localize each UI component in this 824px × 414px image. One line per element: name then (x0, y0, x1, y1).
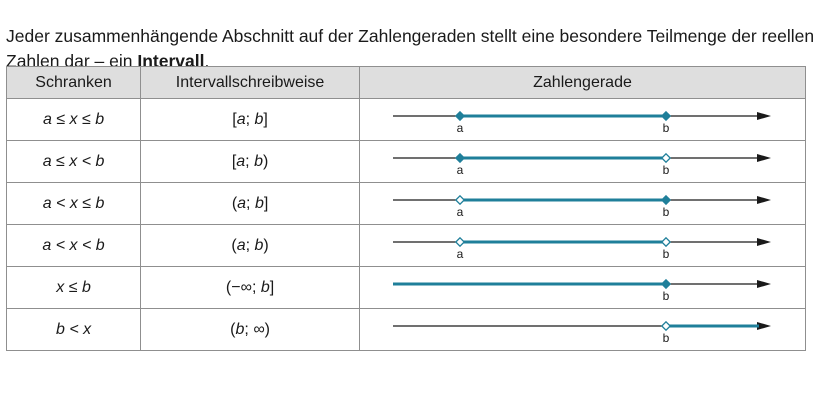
arrow-head-icon (756, 195, 771, 204)
table-row: b < x (b; ∞) b (5, 308, 806, 351)
bounds-cell: a < x < b (5, 224, 142, 267)
header-number-line: Zahlengerade (359, 66, 806, 99)
notation-left-value: b (235, 320, 245, 338)
endpoint-a-marker (454, 236, 465, 247)
notation-left-value: a (236, 236, 246, 254)
table-header-row: Schranken Intervallschreibweise Zahlenge… (5, 66, 806, 99)
notation-right-value: b (254, 236, 264, 254)
endpoint-b-label: b (662, 205, 669, 219)
number-line: b (392, 278, 771, 303)
notation-separator: ; (245, 236, 255, 254)
endpoint-b-marker (660, 278, 671, 289)
notation-open-bracket: ( (231, 194, 238, 212)
table-row: a ≤ x < b [a; b) a b (5, 140, 806, 183)
notation-left-value: a (237, 194, 247, 212)
endpoint-b-marker (660, 236, 671, 247)
endpoint-a-marker (454, 152, 465, 163)
endpoint-b-marker (660, 194, 671, 205)
notation-cell: [a; b] (140, 98, 361, 141)
endpoint-a-label: a (456, 121, 463, 135)
bounds-cell: x ≤ b (5, 266, 142, 309)
arrow-head-icon (756, 153, 771, 162)
endpoint-b-label: b (662, 121, 669, 135)
endpoint-b-marker (660, 320, 671, 331)
notation-cell: (b; ∞) (140, 308, 361, 351)
number-line-cell: b (359, 308, 806, 351)
notation-right-value: ∞ (253, 320, 265, 338)
endpoint-b-label: b (662, 289, 669, 303)
notation-open-bracket: ( (230, 320, 236, 338)
notation-close-bracket: ) (264, 320, 270, 338)
header-notation: Intervallschreibweise (140, 66, 361, 99)
notation-right-value: b (254, 194, 264, 212)
intro-text: Jeder zusammenhängende Abschnitt auf der… (6, 25, 815, 71)
notation-left-value: a (236, 110, 246, 128)
endpoint-b-label: b (662, 163, 669, 177)
notation-cell: (a; b) (140, 224, 361, 267)
notation-open-bracket: [ (232, 110, 237, 128)
endpoint-a-label: a (456, 247, 463, 261)
table-row: a < x ≤ b (a; b] a b (5, 182, 806, 225)
arrow-head-icon (756, 321, 771, 330)
table-row: a ≤ x ≤ b [a; b] a b (5, 98, 806, 141)
number-line-cell: b (359, 266, 806, 309)
notation-close-bracket: ] (263, 194, 269, 212)
endpoint-b-marker (660, 152, 671, 163)
table-row: a < x < b (a; b) a b (5, 224, 806, 267)
endpoint-a-label: a (456, 163, 463, 177)
notation-close-bracket: ] (263, 110, 268, 128)
endpoint-b-label: b (662, 331, 669, 345)
notation-separator: ; (251, 278, 261, 296)
intro-end: . (204, 50, 210, 71)
notation-cell: (a; b] (140, 182, 361, 225)
notation-cell: (−∞; b] (140, 266, 361, 309)
notation-left-value: a (236, 152, 246, 170)
notation-right-value: b (254, 110, 264, 128)
notation-left-value: −∞ (231, 278, 252, 296)
notation-cell: [a; b) (140, 140, 361, 183)
notation-separator: ; (244, 320, 254, 338)
notation-close-bracket: ] (269, 278, 275, 296)
interval-table: Schranken Intervallschreibweise Zahlenge… (5, 66, 806, 351)
notation-open-bracket: ( (225, 278, 232, 296)
arrow-head-icon (756, 237, 771, 246)
bounds-cell: b < x (5, 308, 142, 351)
bounds-cell: a < x ≤ b (5, 182, 142, 225)
intro-paragraph: Jeder zusammenhängende Abschnitt auf der… (6, 24, 818, 74)
endpoint-a-marker (454, 194, 465, 205)
arrow-head-icon (756, 111, 771, 120)
notation-separator: ; (246, 194, 255, 212)
endpoint-b-label: b (662, 247, 669, 261)
arrow-head-icon (756, 279, 771, 288)
notation-open-bracket: ( (231, 236, 237, 254)
notation-close-bracket: ) (263, 236, 269, 254)
intro-keyword: Intervall (137, 50, 205, 71)
notation-separator: ; (245, 152, 255, 170)
notation-separator: ; (245, 110, 255, 128)
table-row: x ≤ b (−∞; b] b (5, 266, 806, 309)
notation-right-value: b (260, 278, 270, 296)
endpoint-a-label: a (456, 205, 463, 219)
endpoint-a-marker (454, 110, 465, 121)
notation-right-value: b (254, 152, 263, 170)
notation-open-bracket: [ (231, 152, 237, 170)
number-line: b (392, 320, 771, 345)
bounds-cell: a ≤ x < b (5, 140, 142, 183)
notation-close-bracket: ) (262, 152, 269, 170)
header-bounds: Schranken (5, 66, 142, 99)
endpoint-b-marker (660, 110, 671, 121)
bounds-cell: a ≤ x ≤ b (5, 98, 142, 141)
